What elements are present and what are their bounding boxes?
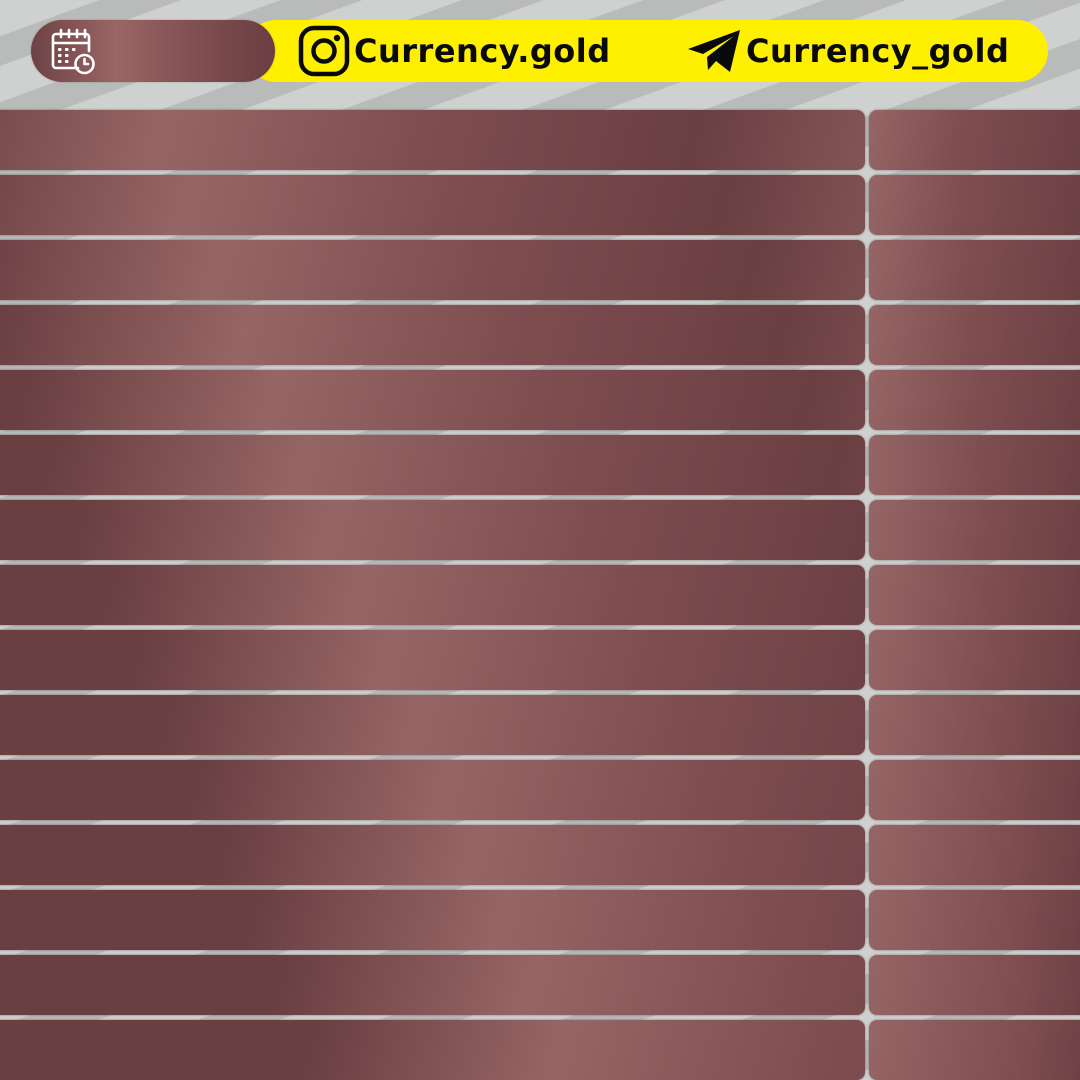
- social-bar: [245, 20, 1048, 82]
- row-side-cell: [869, 955, 1080, 1015]
- row-side-cell: [869, 175, 1080, 235]
- telegram-handle: Currency_gold: [746, 32, 1010, 70]
- row-main-cell: [0, 890, 865, 950]
- row-main-cell: [0, 1020, 865, 1080]
- row-main-cell: [0, 955, 865, 1015]
- calendar-clock-icon: [51, 28, 95, 75]
- row-side-cell: [869, 1020, 1080, 1080]
- row-side-cell: [869, 500, 1080, 560]
- table-row: [0, 175, 1080, 235]
- row-side-cell: [869, 435, 1080, 495]
- header: Currency.gold Currency_gold: [0, 0, 1080, 100]
- row-main-cell: [0, 110, 865, 170]
- table-row: [0, 500, 1080, 560]
- row-main-cell: [0, 305, 865, 365]
- table-row: [0, 630, 1080, 690]
- table-row: [0, 1020, 1080, 1080]
- row-side-cell: [869, 825, 1080, 885]
- row-main-cell: [0, 500, 865, 560]
- row-main-cell: [0, 630, 865, 690]
- instagram-icon: [298, 25, 350, 77]
- table-row: [0, 435, 1080, 495]
- row-side-cell: [869, 305, 1080, 365]
- row-main-cell: [0, 240, 865, 300]
- row-main-cell: [0, 175, 865, 235]
- table-row: [0, 890, 1080, 950]
- row-main-cell: [0, 370, 865, 430]
- table-row: [0, 955, 1080, 1015]
- row-side-cell: [869, 760, 1080, 820]
- rate-table: [0, 110, 1080, 1080]
- row-side-cell: [869, 240, 1080, 300]
- row-main-cell: [0, 695, 865, 755]
- table-row: [0, 695, 1080, 755]
- row-side-cell: [869, 890, 1080, 950]
- row-side-cell: [869, 565, 1080, 625]
- table-row: [0, 565, 1080, 625]
- table-row: [0, 825, 1080, 885]
- row-side-cell: [869, 110, 1080, 170]
- telegram-link[interactable]: Currency_gold: [686, 20, 1009, 82]
- row-main-cell: [0, 435, 865, 495]
- row-main-cell: [0, 565, 865, 625]
- row-main-cell: [0, 825, 865, 885]
- row-side-cell: [869, 695, 1080, 755]
- table-row: [0, 370, 1080, 430]
- date-pill: [31, 20, 275, 82]
- instagram-link[interactable]: Currency.gold: [298, 20, 611, 82]
- row-side-cell: [869, 370, 1080, 430]
- table-row: [0, 110, 1080, 170]
- table-row: [0, 305, 1080, 365]
- table-row: [0, 240, 1080, 300]
- table-row: [0, 760, 1080, 820]
- instagram-handle: Currency.gold: [354, 32, 611, 70]
- telegram-icon: [688, 30, 740, 72]
- row-side-cell: [869, 630, 1080, 690]
- row-main-cell: [0, 760, 865, 820]
